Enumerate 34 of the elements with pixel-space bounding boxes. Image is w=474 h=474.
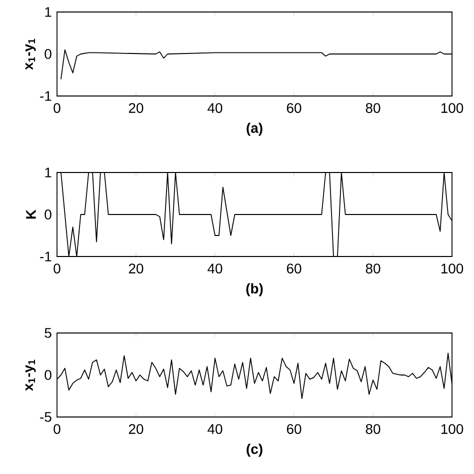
x-tick-label: 40	[208, 264, 222, 274]
y-tick-label: 0	[44, 49, 52, 59]
line-series	[60, 172, 452, 257]
x-tick-label: 80	[366, 264, 380, 274]
x-tick-label: 20	[128, 103, 144, 113]
y-axis-title: x$_{1}$-y$_{1}$	[25, 360, 36, 391]
y-tick-label: 0	[44, 210, 52, 220]
x-tick-label: 80	[366, 424, 380, 434]
x-tick-label: 40	[208, 103, 222, 113]
x-tick-label: 0	[54, 103, 60, 113]
x-tick-label: 80	[366, 103, 380, 113]
x-tick-label: 100	[441, 264, 464, 274]
x-axis-title: (c)	[246, 444, 262, 457]
y-tick-label: -5	[40, 412, 52, 422]
x-tick-label: 100	[441, 424, 464, 434]
x-axis-title: (b)	[246, 283, 263, 296]
x-tick-label: 20	[128, 424, 144, 434]
y-tick-label: 0	[44, 370, 52, 380]
y-tick-label: 5	[44, 328, 52, 338]
y-axis-title: x$_{1}$-y$_{1}$	[25, 38, 36, 70]
y-tick-label: -1	[40, 91, 52, 101]
x-tick-label: 20	[128, 264, 144, 274]
x-tick-label: 60	[286, 103, 302, 113]
x-tick-label: 0	[54, 424, 60, 434]
y-tick-label: 1	[45, 168, 52, 178]
x-axis-title: (a)	[246, 122, 262, 136]
x-tick-label: 60	[286, 264, 302, 274]
x-tick-label: 60	[286, 424, 302, 434]
y-tick-label: -1	[40, 252, 52, 262]
x-tick-label: 0	[54, 264, 60, 274]
x-tick-label: 100	[441, 103, 464, 113]
y-axis-title: K	[26, 210, 36, 219]
y-tick-label: 1	[45, 7, 52, 17]
x-tick-label: 40	[208, 424, 222, 434]
